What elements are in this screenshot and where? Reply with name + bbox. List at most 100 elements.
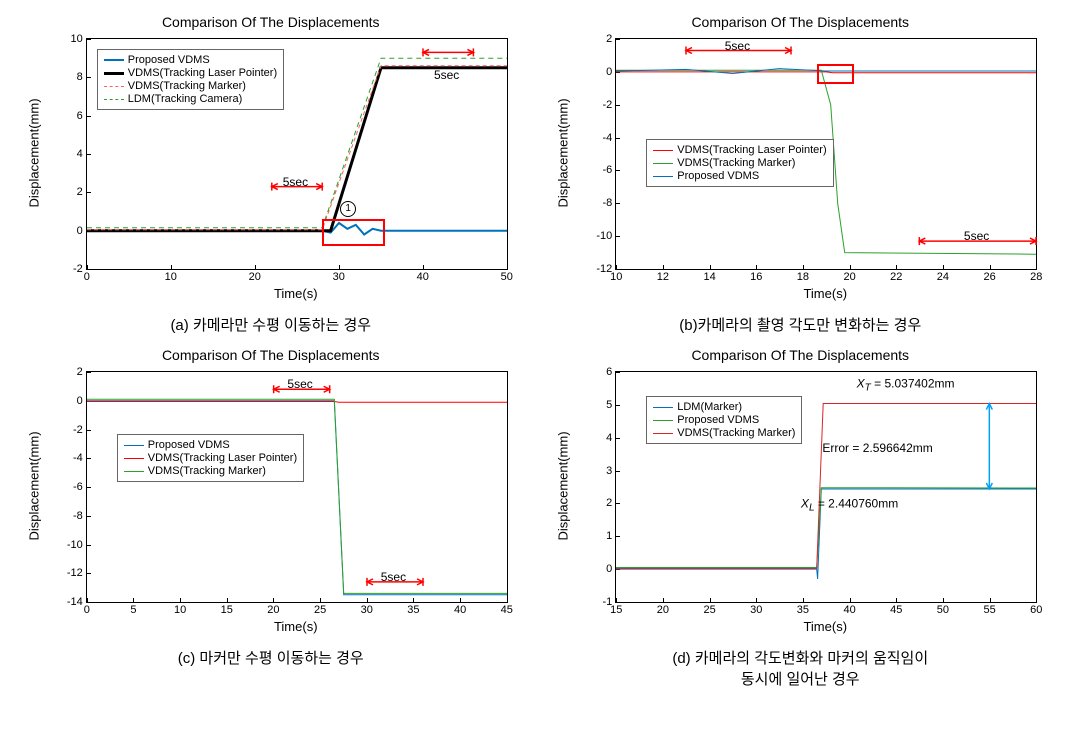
series-line [87, 402, 507, 403]
xtick: 35 [407, 602, 419, 616]
xtick: 40 [417, 269, 429, 283]
segment-label: 5sec [725, 39, 750, 53]
caption-b: (b)카메라의 촬영 각도만 변화하는 경우 [679, 314, 921, 335]
x-axis-label: Time(s) [795, 286, 855, 301]
ytick: -6 [602, 164, 616, 176]
xtick: 24 [937, 269, 949, 283]
ytick: -12 [67, 567, 87, 579]
xtick: 10 [610, 269, 622, 283]
legend-item: Proposed VDMS [124, 439, 297, 451]
ytick: -4 [602, 132, 616, 144]
xtick: 25 [703, 602, 715, 616]
xtick: 10 [165, 269, 177, 283]
x-axis-label: Time(s) [795, 619, 855, 634]
caption-d-line2: 동시에 일어난 경우 [672, 668, 928, 689]
legend-label: VDMS(Tracking Marker) [148, 465, 266, 477]
plot-area: -20246810010203040505sec5sec1Proposed VD… [86, 38, 508, 270]
legend-swatch [653, 433, 673, 434]
legend-swatch [653, 150, 673, 151]
chart-b: Comparison Of The Displacements-12-10-8-… [545, 10, 1055, 310]
xtick: 45 [890, 602, 902, 616]
annotation-text: Error = 2.596642mm [822, 441, 932, 455]
plot-area: -1012345615202530354045505560XT = 5.0374… [615, 371, 1037, 603]
chart-d: Comparison Of The Displacements-10123456… [545, 343, 1055, 643]
ytick: -2 [602, 99, 616, 111]
legend-item: VDMS(Tracking Marker) [653, 427, 795, 439]
xtick: 10 [174, 602, 186, 616]
xtick: 5 [130, 602, 136, 616]
legend-label: VDMS(Tracking Marker) [677, 157, 795, 169]
xtick: 14 [703, 269, 715, 283]
series-line [87, 399, 507, 593]
legend: Proposed VDMSVDMS(Tracking Laser Pointer… [117, 434, 304, 482]
cell-d: Comparison Of The Displacements-10123456… [540, 343, 1062, 689]
highlight-box [322, 219, 385, 246]
figure-grid: Comparison Of The Displacements -20246810… [10, 10, 1061, 689]
legend-item: Proposed VDMS [104, 54, 277, 66]
legend-swatch [124, 471, 144, 472]
legend-label: VDMS(Tracking Laser Pointer) [128, 67, 277, 79]
caption-a: (a) 카메라만 수평 이동하는 경우 [170, 314, 371, 335]
xtick: 18 [797, 269, 809, 283]
y-axis-label: Displacement(mm) [556, 431, 571, 540]
xtick: 20 [843, 269, 855, 283]
legend-item: VDMS(Tracking Marker) [653, 157, 826, 169]
legend-item: Proposed VDMS [653, 170, 826, 182]
chart-c: Comparison Of The Displacements -14-12-10… [16, 343, 526, 643]
legend-item: Proposed VDMS [653, 414, 795, 426]
xtick: 40 [843, 602, 855, 616]
legend-item: VDMS(Tracking Marker) [104, 80, 277, 92]
legend-swatch [653, 420, 673, 421]
legend-label: LDM(Marker) [677, 401, 742, 413]
legend-label: VDMS(Tracking Laser Pointer) [677, 144, 826, 156]
xtick: 55 [983, 602, 995, 616]
caption-d: (d) 카메라의 각도변화와 마커의 움직임이 동시에 일어난 경우 [672, 647, 928, 689]
legend: VDMS(Tracking Laser Pointer)VDMS(Trackin… [646, 139, 833, 187]
segment-label: 5sec [381, 570, 406, 584]
y-axis-label: Displacement(mm) [556, 98, 571, 207]
legend-swatch [104, 59, 124, 61]
legend-item: VDMS(Tracking Marker) [124, 465, 297, 477]
legend-label: Proposed VDMS [677, 170, 759, 182]
xtick: 26 [983, 269, 995, 283]
legend-item: LDM(Tracking Camera) [104, 93, 277, 105]
xtick: 25 [314, 602, 326, 616]
legend-item: VDMS(Tracking Laser Pointer) [653, 144, 826, 156]
xtick: 30 [750, 602, 762, 616]
legend-item: VDMS(Tracking Laser Pointer) [104, 67, 277, 79]
ytick: -10 [596, 230, 616, 242]
plot-area: -14-12-10-8-6-4-2020510152025303540455se… [86, 371, 508, 603]
annotation-text: XL = 2.440760mm [801, 496, 898, 513]
ytick: -2 [73, 424, 87, 436]
x-axis-label: Time(s) [266, 619, 326, 634]
xtick: 35 [797, 602, 809, 616]
cell-c: Comparison Of The Displacements -14-12-10… [10, 343, 532, 689]
xtick: 15 [221, 602, 233, 616]
legend-swatch [104, 99, 124, 100]
xtick: 60 [1030, 602, 1042, 616]
ytick: -4 [73, 452, 87, 464]
xtick: 50 [937, 602, 949, 616]
chart-title: Comparison Of The Displacements [16, 347, 526, 363]
legend-label: Proposed VDMS [677, 414, 759, 426]
series-line [87, 401, 507, 595]
xtick: 15 [610, 602, 622, 616]
legend-swatch [124, 445, 144, 446]
caption-c: (c) 마커만 수평 이동하는 경우 [178, 647, 364, 668]
legend-label: VDMS(Tracking Laser Pointer) [148, 452, 297, 464]
xtick: 16 [750, 269, 762, 283]
legend-label: VDMS(Tracking Marker) [677, 427, 795, 439]
cell-a: Comparison Of The Displacements-20246810… [10, 10, 532, 335]
ytick: -6 [73, 481, 87, 493]
xtick: 30 [333, 269, 345, 283]
caption-d-line1: (d) 카메라의 각도변화와 마커의 움직임이 [672, 650, 928, 667]
legend-item: VDMS(Tracking Laser Pointer) [124, 452, 297, 464]
legend-swatch [104, 86, 124, 87]
ytick: 10 [71, 33, 87, 45]
highlight-box [817, 64, 854, 84]
legend-label: Proposed VDMS [128, 54, 210, 66]
ytick: -8 [602, 197, 616, 209]
x-axis-label: Time(s) [266, 286, 326, 301]
segment-label: 5sec [287, 377, 312, 391]
plot-area: -12-10-8-6-4-202101214161820222426285sec… [615, 38, 1037, 270]
